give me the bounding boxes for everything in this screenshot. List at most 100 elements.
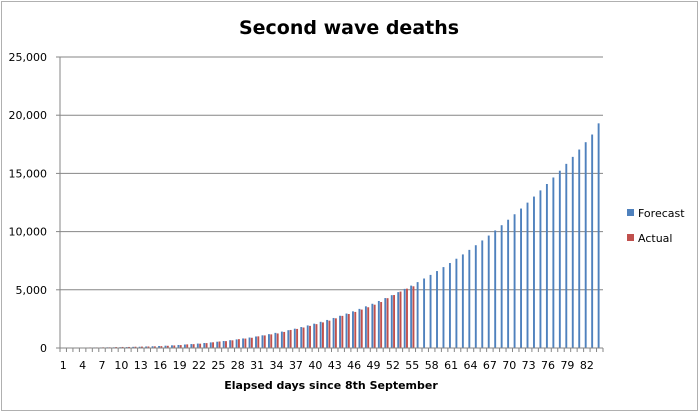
bar-forecast — [507, 219, 510, 348]
x-tick-label: 31 — [250, 359, 264, 372]
bar-forecast — [410, 285, 413, 348]
bar-forecast — [565, 163, 568, 348]
bar-actual — [231, 340, 234, 348]
bar-forecast — [474, 245, 477, 348]
bar-actual — [166, 345, 169, 348]
x-tick-label: 76 — [541, 359, 555, 372]
bar-actual — [354, 311, 357, 348]
bar-actual — [347, 314, 350, 348]
bar-forecast — [306, 325, 309, 348]
bar-forecast — [358, 308, 361, 348]
x-tick-label: 55 — [405, 359, 419, 372]
y-tick-label: 25,000 — [9, 51, 48, 64]
x-tick-label: 79 — [560, 359, 574, 372]
bar-forecast — [222, 341, 225, 348]
bar-forecast — [584, 142, 587, 348]
bar-forecast — [461, 254, 464, 348]
bar-forecast — [591, 134, 594, 348]
bar-forecast — [520, 208, 522, 348]
bar-forecast — [403, 288, 406, 348]
bar-forecast — [196, 343, 199, 348]
bar-actual — [322, 322, 324, 348]
bar-forecast — [339, 315, 341, 348]
bar-forecast — [513, 214, 516, 348]
bar-forecast — [571, 156, 574, 348]
bar-actual — [412, 286, 415, 348]
bar-actual — [373, 304, 376, 348]
bar-forecast — [248, 337, 251, 348]
bar-actual — [270, 334, 273, 348]
x-tick-label: 82 — [580, 359, 594, 372]
y-tick-label: 20,000 — [9, 109, 48, 122]
bar-forecast — [481, 240, 484, 348]
bar-actual — [334, 318, 337, 348]
bar-actual — [296, 328, 299, 348]
bar-forecast — [423, 278, 426, 348]
y-tick-label: 10,000 — [9, 226, 48, 239]
x-tick-label: 25 — [211, 359, 225, 372]
bar-forecast — [216, 341, 219, 348]
x-tick-label: 22 — [192, 359, 206, 372]
x-tick-label: 7 — [99, 359, 106, 372]
bar-forecast — [164, 345, 167, 348]
bar-forecast — [371, 303, 374, 348]
bar-forecast — [261, 335, 264, 348]
bar-actual — [244, 338, 247, 348]
bar-forecast — [229, 340, 232, 348]
bar-actual — [250, 337, 253, 348]
legend-label-forecast: Forecast — [638, 207, 685, 220]
bar-forecast — [578, 149, 581, 348]
bar-forecast — [332, 317, 335, 348]
y-tick-label: 5,000 — [16, 284, 48, 297]
bar-forecast — [274, 332, 277, 348]
bar-forecast — [235, 339, 238, 348]
bar-forecast — [487, 235, 490, 348]
bar-forecast — [384, 298, 387, 348]
x-tick-label: 13 — [134, 359, 148, 372]
bar-forecast — [345, 313, 348, 348]
y-tick-label: 0 — [40, 342, 47, 355]
x-tick-label: 46 — [347, 359, 361, 372]
x-tick-label: 34 — [270, 359, 284, 372]
chart-title: Second wave deaths — [239, 17, 459, 39]
bar-actual — [393, 295, 396, 348]
bar-actual — [360, 309, 363, 348]
bar-actual — [367, 307, 370, 348]
bar-forecast — [597, 123, 600, 349]
bar-actual — [147, 346, 150, 348]
x-tick-label: 49 — [367, 359, 381, 372]
x-tick-label: 19 — [173, 359, 187, 372]
x-tick-label: 43 — [328, 359, 342, 372]
bar-forecast — [539, 190, 542, 348]
bar-forecast — [209, 342, 212, 348]
x-tick-label: 73 — [522, 359, 536, 372]
bar-actual — [121, 346, 124, 348]
x-tick-label: 61 — [444, 359, 458, 372]
bar-forecast — [267, 334, 270, 348]
bar-forecast — [326, 319, 329, 348]
bar-forecast — [190, 344, 193, 348]
bar-forecast — [145, 346, 148, 348]
bar-actual — [302, 327, 305, 348]
bar-forecast — [377, 300, 380, 348]
bar-forecast — [436, 271, 438, 348]
bar-forecast — [242, 338, 245, 348]
bar-forecast — [280, 331, 283, 348]
x-tick-label: 16 — [153, 359, 167, 372]
bar-forecast — [151, 346, 154, 348]
x-tick-label: 37 — [289, 359, 303, 372]
bar-actual — [263, 335, 266, 348]
legend-swatch-forecast — [627, 209, 634, 216]
x-tick-label: 4 — [79, 359, 86, 372]
bar-forecast — [558, 170, 561, 348]
y-tick-label: 15,000 — [9, 167, 48, 180]
bar-actual — [141, 346, 143, 348]
bar-forecast — [533, 196, 535, 348]
bar-actual — [309, 325, 311, 348]
bar-actual — [328, 320, 331, 348]
bar-forecast — [429, 274, 432, 348]
bar-forecast — [494, 230, 497, 348]
